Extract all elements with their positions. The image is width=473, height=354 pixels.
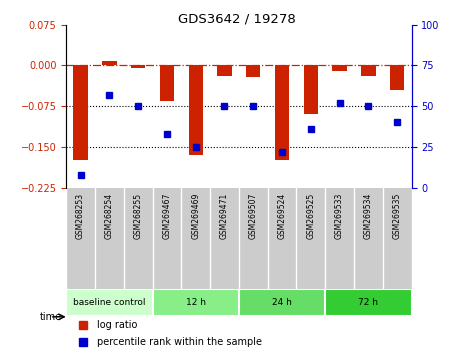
Bar [160,65,174,101]
Text: GSM268255: GSM268255 [134,193,143,239]
Text: 24 h: 24 h [272,298,292,307]
Bar [131,65,145,68]
Text: GSM268253: GSM268253 [76,193,85,239]
Bar [390,65,404,90]
Text: GSM269507: GSM269507 [249,193,258,239]
Text: GSM269467: GSM269467 [162,193,171,239]
Text: GSM269534: GSM269534 [364,193,373,239]
Text: time: time [39,312,61,322]
Text: GDS3642 / 19278: GDS3642 / 19278 [178,12,295,25]
Bar [217,65,232,76]
Text: percentile rank within the sample: percentile rank within the sample [97,337,263,347]
Bar [246,65,261,78]
Bar [102,61,116,65]
Bar [189,65,203,155]
Bar [333,65,347,71]
Bar [361,65,376,76]
Text: GSM269524: GSM269524 [278,193,287,239]
Text: GSM269471: GSM269471 [220,193,229,239]
Text: log ratio: log ratio [97,320,138,330]
Bar [275,65,289,160]
Bar [239,289,325,316]
Text: GSM269533: GSM269533 [335,193,344,239]
Text: GSM269469: GSM269469 [191,193,200,239]
Bar [66,289,152,316]
Text: GSM269525: GSM269525 [307,193,315,239]
Bar [325,289,412,316]
Text: 72 h: 72 h [359,298,378,307]
Bar [304,65,318,114]
Bar [73,65,88,160]
Text: baseline control: baseline control [73,298,146,307]
Bar [152,289,239,316]
Text: GSM268254: GSM268254 [105,193,114,239]
Text: 12 h: 12 h [186,298,206,307]
Text: GSM269535: GSM269535 [393,193,402,239]
